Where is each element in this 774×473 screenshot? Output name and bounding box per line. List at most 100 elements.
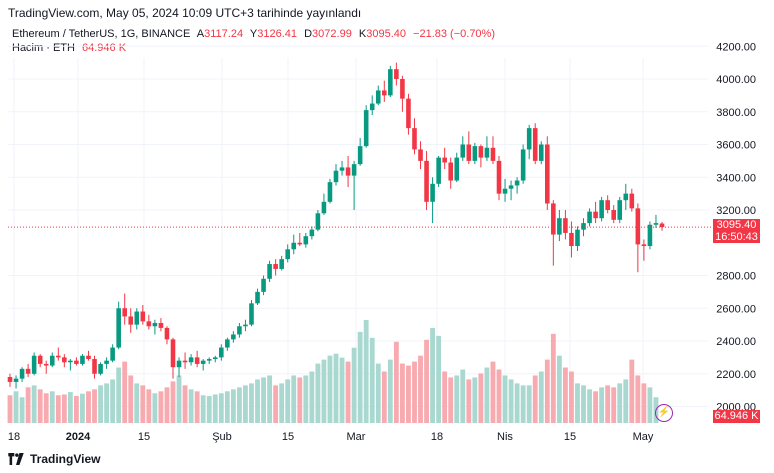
volume-bar (514, 383, 520, 423)
candle-body (659, 223, 665, 228)
candle-body (212, 357, 218, 360)
candle-body (267, 264, 272, 279)
last-volume-tag: 64.946 K (713, 410, 760, 423)
volume-bar (581, 385, 586, 423)
volume-bar (110, 379, 116, 423)
volume-bar (321, 359, 327, 423)
candle-body (442, 157, 447, 163)
volume-bar (472, 377, 478, 423)
x-tick-label: May (633, 431, 654, 443)
candle-body (182, 360, 188, 363)
candle-body (49, 355, 55, 366)
candle-body (339, 167, 345, 171)
x-tick-label: 18 (8, 431, 20, 443)
candle-body (164, 327, 170, 340)
volume-bar (249, 383, 254, 423)
y-tick-label: 2600.00 (716, 303, 756, 315)
candle-body (176, 360, 182, 368)
volume-bar (436, 335, 442, 423)
candle-body (557, 218, 562, 235)
volume-bar (61, 394, 67, 423)
x-tick-label: Mar (347, 431, 366, 443)
volume-bar (285, 379, 291, 423)
candle-body (563, 218, 568, 233)
volume-bar (484, 367, 490, 423)
candle-body (448, 162, 453, 181)
candle-body (194, 357, 200, 364)
candle-body (134, 311, 140, 325)
candle-body (569, 232, 574, 247)
volume-bar (448, 377, 454, 423)
candle-body (188, 357, 194, 363)
volume-bar (454, 375, 460, 423)
volume-bar (412, 361, 417, 423)
volume-bar (243, 385, 248, 423)
candle-body (412, 128, 417, 150)
x-tick-label: 2024 (66, 431, 91, 443)
volume-bar (406, 365, 411, 423)
candle-body (68, 360, 73, 363)
footer-brand[interactable]: TradingView (8, 452, 100, 466)
volume-bar (641, 383, 647, 423)
candle-body (315, 213, 321, 230)
candle-body (593, 211, 598, 219)
candle-body (363, 110, 369, 147)
volume-bar (357, 331, 363, 423)
candle-body (225, 339, 230, 348)
tradingview-logo-icon (8, 453, 24, 465)
x-tick-label: Şub (212, 431, 232, 443)
candle-body (80, 355, 85, 364)
volume-bar (291, 375, 297, 423)
candle-body (424, 160, 429, 202)
y-tick-label: 2800.00 (716, 271, 756, 283)
volume-bar (80, 393, 85, 423)
volume-bar (224, 391, 230, 423)
candle-body (25, 368, 31, 374)
candle-body (333, 170, 339, 183)
candle-body (532, 128, 538, 161)
candle-body (538, 144, 544, 161)
volume-bar (182, 385, 188, 423)
candle-body (279, 259, 284, 269)
volume-bar (43, 393, 49, 423)
symbol-name[interactable]: Ethereum / TetherUS, 1G, BINANCE (12, 28, 191, 40)
volume-bar (424, 339, 429, 423)
candle-body (375, 90, 381, 104)
volume-bar (116, 367, 122, 423)
candle-body (43, 363, 49, 366)
candle-body (484, 147, 490, 158)
volume-label[interactable]: Hacim · ETH (12, 42, 75, 54)
volume-bar (104, 383, 110, 423)
y-tick-label: 3200.00 (716, 205, 756, 217)
high-label: Y (249, 28, 258, 40)
lightning-icon[interactable]: ⚡ (655, 404, 673, 422)
volume-bar (442, 371, 448, 423)
volume-bar (623, 379, 629, 423)
volume-bar (13, 391, 19, 423)
volume-bar (309, 371, 315, 423)
volume-bar (351, 347, 357, 423)
volume-bar (430, 327, 436, 423)
volume-bar (73, 396, 79, 423)
candle-body (116, 308, 121, 348)
volume-bar (599, 387, 605, 423)
volume-bar (569, 371, 574, 423)
volume-bar (381, 371, 387, 423)
volume-bar (544, 359, 550, 423)
candle-body (460, 144, 466, 158)
volume-bar (617, 383, 623, 423)
volume-bar (55, 395, 61, 423)
candle-body (436, 157, 441, 184)
volume-bar (158, 391, 164, 423)
volume-bar (490, 361, 496, 423)
volume-bar (611, 387, 617, 423)
y-tick-label: 3800.00 (716, 107, 756, 119)
volume-bar (460, 369, 466, 423)
volume-bar (375, 363, 381, 423)
x-tick-label: 15 (138, 431, 150, 443)
candle-body (170, 339, 176, 368)
close-value: 3095.40 (366, 28, 406, 40)
volume-bar (92, 389, 97, 423)
volume-bar (31, 385, 37, 423)
